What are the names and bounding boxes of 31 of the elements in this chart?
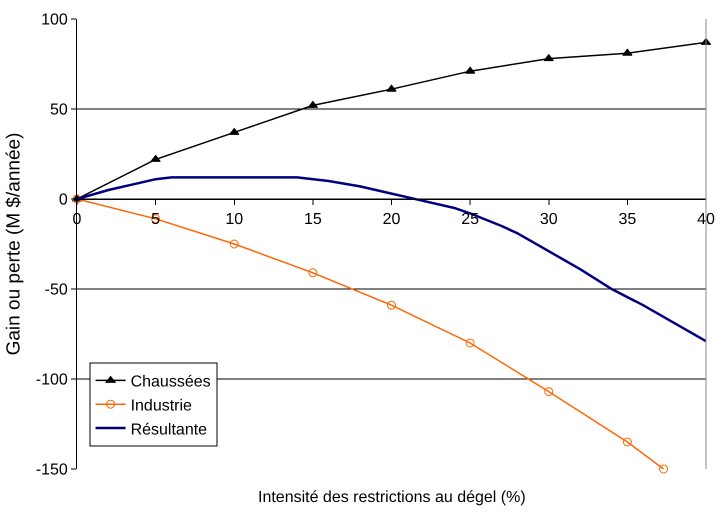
legend-label: Industrie: [130, 397, 192, 414]
point: [622, 48, 632, 56]
point: [544, 387, 554, 396]
point: [622, 438, 632, 446]
x-tick-label: 35: [618, 211, 636, 228]
x-tick-label: 10: [225, 211, 244, 228]
point: [150, 154, 161, 162]
y-tick-label: -50: [44, 282, 68, 299]
legend-label: Chaussées: [130, 374, 211, 391]
point: [465, 66, 476, 74]
x-tick-label: 40: [697, 211, 715, 228]
y-tick-label: 50: [50, 102, 68, 119]
point: [308, 268, 318, 278]
point: [230, 240, 239, 248]
y-axis-title: Gain ou perte (M $/année): [4, 132, 25, 356]
y-tick-label: -150: [36, 462, 68, 479]
point: [544, 54, 554, 62]
x-tick-label: 20: [382, 211, 400, 228]
point: [229, 128, 240, 135]
point: [308, 100, 318, 108]
x-tick-label: 15: [304, 211, 322, 228]
y-tick-label: 100: [41, 12, 68, 29]
x-axis-title: Intensité des restrictions au dégel (%): [258, 489, 526, 506]
point: [659, 464, 668, 474]
point: [466, 338, 475, 348]
point: [387, 300, 396, 310]
x-tick-label: 25: [461, 211, 480, 228]
x-tick-label: 30: [540, 211, 558, 228]
legend-label: Résultante: [130, 421, 208, 438]
y-tick-label: 0: [58, 192, 68, 209]
y-tick-label: -100: [36, 372, 68, 389]
